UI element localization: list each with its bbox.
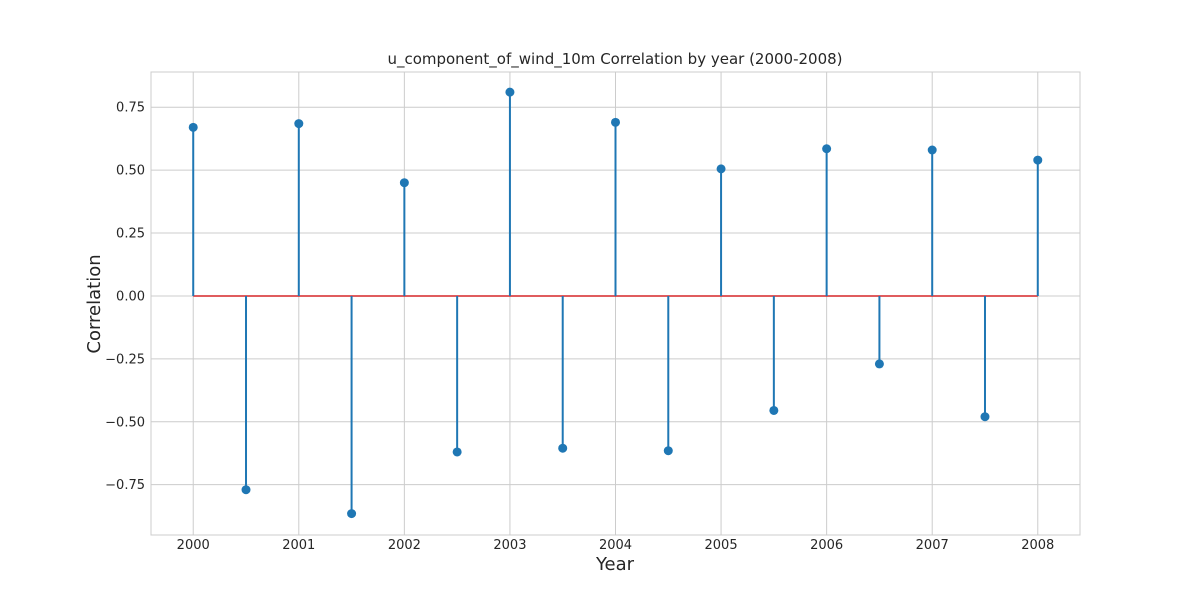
y-tick-label: 0.00: [116, 289, 145, 304]
x-tick-label: 2000: [177, 538, 210, 553]
stem-marker: [188, 122, 198, 132]
chart-title: u_component_of_wind_10m Correlation by y…: [387, 50, 842, 69]
x-tick-label: 2003: [493, 538, 526, 553]
stem-marker: [716, 164, 726, 174]
y-tick-label: 0.50: [116, 164, 145, 179]
plot-frame: [150, 71, 1081, 536]
stem-marker: [611, 117, 620, 127]
stem-marker: [452, 447, 462, 457]
stem-marker: [505, 87, 515, 97]
y-tick-label: 0.75: [116, 101, 145, 116]
stem-marker: [822, 144, 832, 154]
x-tick-label: 2006: [810, 538, 843, 553]
y-tick-label: 0.25: [116, 227, 145, 242]
stem-marker: [241, 485, 251, 495]
y-tick-label: −0.50: [105, 415, 145, 430]
x-tick-label: 2001: [282, 538, 315, 553]
x-tick-labels: 2000 2001 2002 2003 2004 2005 2006 2007 2008: [177, 538, 1055, 553]
y-tick-label: −0.25: [105, 352, 145, 367]
stem-marker: [663, 446, 673, 456]
stem-marker: [1033, 155, 1043, 165]
x-tick-label: 2007: [916, 538, 949, 553]
x-axis-label: Year: [595, 554, 635, 575]
markers: [188, 87, 1043, 519]
y-tick-label: −0.75: [105, 478, 145, 493]
stem-marker: [769, 405, 779, 415]
stem-marker: [294, 119, 304, 129]
x-tick-label: 2005: [705, 538, 738, 553]
stem-marker: [874, 359, 884, 369]
x-tick-label: 2002: [388, 538, 421, 553]
y-tick-labels: −0.75 −0.50 −0.25 0.00 0.25 0.50 0.75: [105, 101, 145, 493]
x-tick-label: 2004: [599, 538, 632, 553]
stem-marker: [980, 412, 990, 422]
stems: [192, 92, 1039, 514]
stem-marker: [399, 178, 409, 188]
x-tick-label: 2008: [1021, 538, 1054, 553]
stem-marker: [927, 145, 937, 155]
stem-marker: [558, 443, 568, 453]
stem-marker: [347, 509, 357, 519]
y-axis-label: Correlation: [84, 254, 105, 353]
